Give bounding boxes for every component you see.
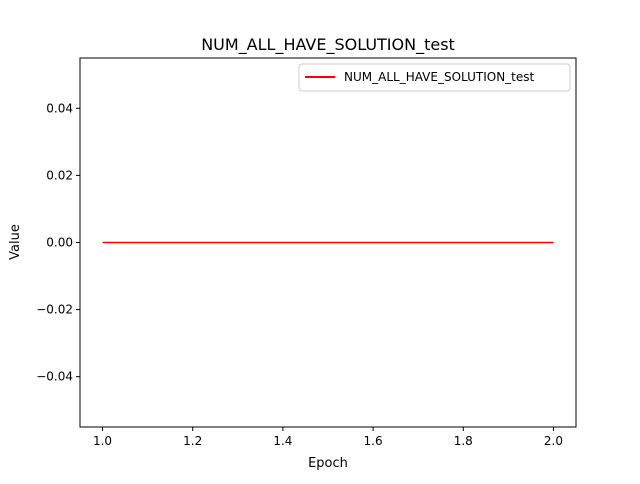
y-axis-label: Value: [8, 224, 23, 260]
x-axis-ticks: 1.0 1.2 1.4 1.6 1.8 2.0: [93, 427, 563, 448]
y-tick-label: 0.04: [46, 101, 73, 115]
x-axis-label: Epoch: [308, 456, 348, 471]
y-tick-label: 0.00: [46, 236, 73, 250]
x-tick-label: 1.8: [454, 434, 473, 448]
legend-box: [298, 63, 571, 92]
y-tick-label: −0.04: [36, 370, 73, 384]
y-axis-ticks: −0.04 −0.02 0.00 0.02 0.04: [36, 101, 80, 384]
legend-label: NUM_ALL_HAVE_SOLUTION_test: [344, 70, 535, 84]
x-tick-label: 2.0: [544, 434, 563, 448]
y-tick-label: −0.02: [36, 303, 73, 317]
chart-title: NUM_ALL_HAVE_SOLUTION_test: [201, 35, 455, 55]
plot-frame: [79, 57, 577, 428]
legend: NUM_ALL_HAVE_SOLUTION_test: [298, 63, 571, 92]
x-tick-label: 1.2: [183, 434, 202, 448]
x-tick-label: 1.0: [93, 434, 112, 448]
y-tick-label: 0.02: [46, 168, 73, 182]
x-tick-label: 1.4: [273, 434, 292, 448]
x-tick-label: 1.6: [364, 434, 383, 448]
